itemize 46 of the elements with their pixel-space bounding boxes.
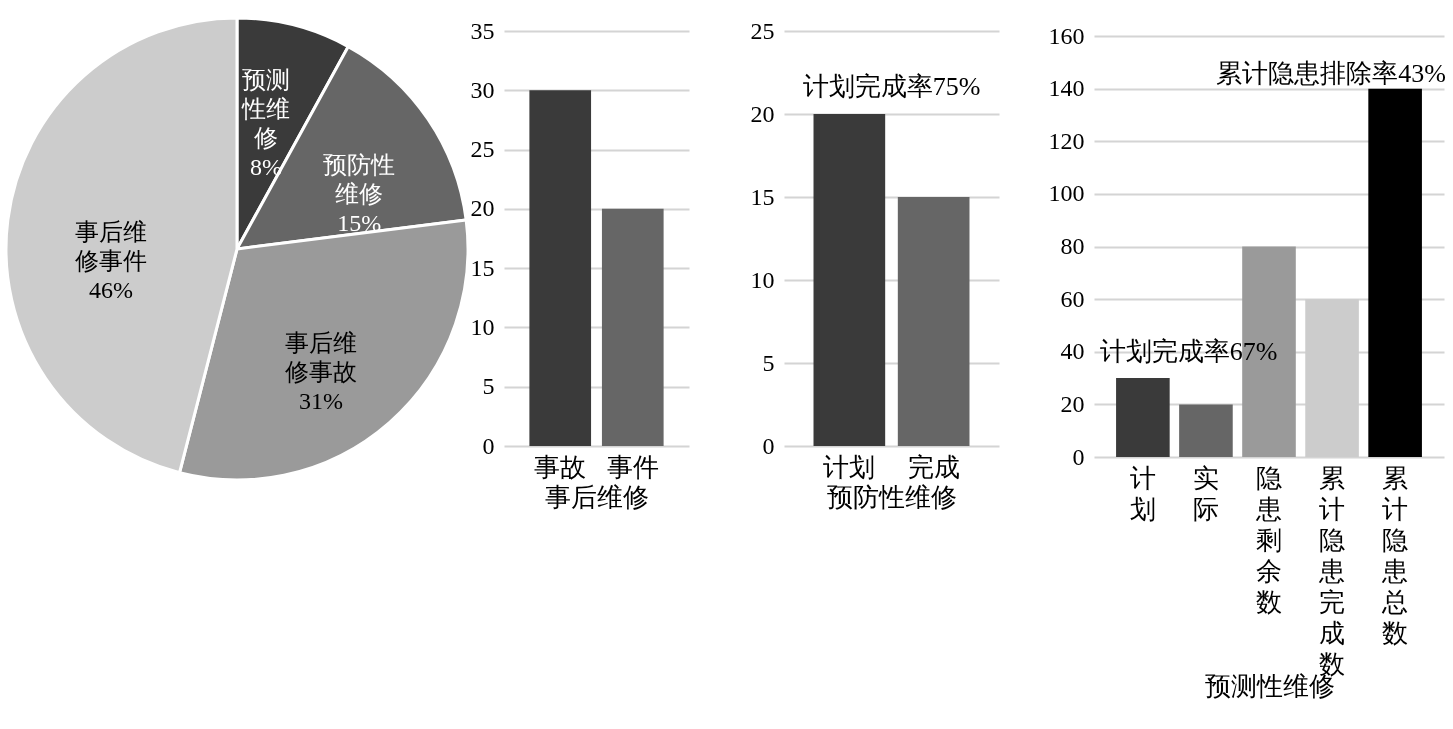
slice-label: 预测性维修 xyxy=(241,66,291,151)
x-tick-label: 计划 xyxy=(823,452,876,482)
annotation: 计划完成率75% xyxy=(802,72,981,102)
y-tick-label: 20 xyxy=(750,100,775,127)
slice-label: 事后维修事故 xyxy=(285,330,358,386)
data-label: 15% xyxy=(337,209,382,236)
y-tick-label: 10 xyxy=(750,266,775,293)
bar xyxy=(1368,88,1422,457)
y-tick-label: 140 xyxy=(1048,75,1085,102)
y-tick-label: 80 xyxy=(1060,233,1085,259)
x-tick-label: 事故 xyxy=(534,452,587,482)
y-tick-label: 15 xyxy=(470,254,495,281)
y-tick-label: 25 xyxy=(470,136,495,163)
x-tick-label: 实际 xyxy=(1192,463,1219,524)
y-tick-label: 0 xyxy=(762,432,775,459)
y-tick-label: 10 xyxy=(470,313,495,340)
y-tick-label: 15 xyxy=(750,183,775,210)
y-tick-label: 5 xyxy=(482,373,495,400)
slice-label: 预防性维修 xyxy=(323,151,396,207)
annotation: 计划完成率67% xyxy=(1099,336,1278,366)
y-tick-label: 0 xyxy=(482,432,495,459)
bar xyxy=(1116,378,1170,457)
y-tick-label: 100 xyxy=(1048,180,1085,207)
bar xyxy=(1179,404,1233,457)
slice-label: 事后维修事件 xyxy=(74,219,147,275)
data-label: 46% xyxy=(88,277,133,304)
x-tick-label: 隐患剩余数 xyxy=(1255,463,1282,617)
y-tick-label: 20 xyxy=(470,195,495,222)
x-axis-title: 事后维修 xyxy=(545,482,649,512)
y-tick-label: 25 xyxy=(750,17,775,44)
annotation: 累计隐患排除率43% xyxy=(1216,58,1446,88)
y-tick-label: 30 xyxy=(470,76,495,103)
x-tick-label: 计划 xyxy=(1129,463,1156,524)
y-tick-label: 120 xyxy=(1048,127,1085,154)
y-tick-label: 20 xyxy=(1060,390,1085,417)
x-tick-label: 累计隐患总数 xyxy=(1381,463,1409,648)
x-tick-label: 事件 xyxy=(606,452,659,482)
x-tick-label: 完成 xyxy=(907,452,960,482)
y-tick-label: 5 xyxy=(762,349,775,376)
x-axis-title: 预防性维修 xyxy=(827,482,957,512)
y-tick-label: 160 xyxy=(1048,22,1085,49)
y-tick-label: 35 xyxy=(470,17,495,44)
y-tick-label: 40 xyxy=(1060,338,1085,365)
data-label: 31% xyxy=(299,388,344,415)
y-tick-label: 0 xyxy=(1072,443,1085,470)
y-tick-label: 60 xyxy=(1060,285,1085,312)
